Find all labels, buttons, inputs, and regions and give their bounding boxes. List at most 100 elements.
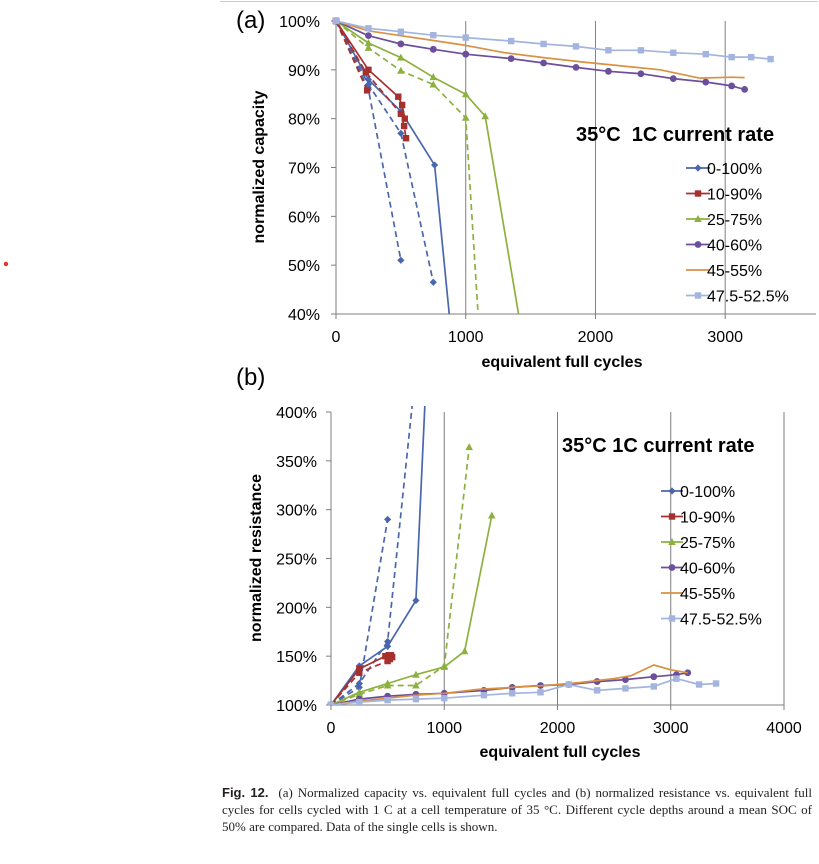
data-point [475, 320, 483, 327]
y-tick-label: 90% [288, 63, 320, 80]
x-tick-label: 0 [327, 720, 336, 737]
data-point [363, 87, 371, 94]
x-tick-label: 1000 [448, 329, 484, 346]
legend-label: 10-90% [680, 510, 735, 527]
data-point [355, 683, 363, 692]
data-point [537, 689, 544, 696]
data-point [402, 135, 410, 142]
data-point [355, 679, 363, 688]
data-point [365, 25, 372, 32]
data-point [461, 90, 470, 98]
data-point [430, 31, 437, 39]
plot-area [327, 399, 720, 705]
data-point [429, 80, 438, 88]
data-point [441, 694, 448, 702]
legend-marker [694, 215, 702, 222]
data-point [712, 680, 720, 687]
data-point [356, 669, 363, 676]
chart-title: 35°C 1C current rate [562, 435, 755, 457]
data-point [695, 681, 703, 688]
caption-text: (a) Normalized capacity vs. equivalent f… [222, 785, 813, 834]
data-point [650, 673, 658, 681]
series-line [330, 519, 389, 705]
legend-entry: 10-90% [686, 187, 762, 204]
data-point [397, 110, 405, 117]
red-dot [3, 261, 9, 267]
legend-label: 40-60% [707, 238, 762, 255]
legend-entry: 40-60% [661, 561, 735, 578]
data-point [669, 75, 677, 83]
legend-entry: 45-55% [661, 586, 735, 603]
legend-marker [694, 190, 702, 197]
plot-area [332, 17, 774, 327]
data-point [440, 661, 449, 669]
x-tick-label: 3000 [653, 720, 689, 737]
legend-entry: 0-100% [686, 161, 762, 178]
chart-title: 35°C 1C current rate [576, 124, 774, 146]
data-point [332, 17, 340, 25]
y-axis-title: normalized resistance [248, 474, 265, 642]
legend-marker [668, 513, 676, 520]
series-line [330, 447, 471, 705]
data-point [702, 78, 710, 86]
data-point [430, 161, 439, 169]
data-point [364, 76, 373, 84]
series-47.5-52.5% [332, 17, 774, 63]
data-point [650, 683, 657, 690]
series-40-60% [327, 669, 692, 705]
data-point [429, 45, 437, 53]
data-point [429, 278, 437, 286]
data-point [507, 55, 515, 63]
data-point [412, 670, 420, 678]
series-25-75% [332, 17, 524, 327]
data-point [637, 70, 645, 78]
data-point [747, 53, 755, 61]
series-line [330, 515, 493, 705]
caption-label: Fig. 12. [222, 785, 269, 800]
x-tick-labels: 0 1000 2000 3000 [332, 329, 744, 346]
data-point [400, 122, 408, 130]
data-point [593, 687, 601, 694]
y-tick-label: 60% [288, 209, 320, 226]
legend-entry: 25-75% [661, 535, 735, 552]
data-point [384, 696, 391, 704]
data-point [516, 320, 524, 327]
legend-label: 10-90% [707, 187, 762, 204]
legend-entry: 10-90% [661, 510, 735, 527]
data-point [356, 698, 363, 705]
data-point [462, 34, 469, 41]
series-45-55% [330, 664, 688, 705]
y-tick-label: 400% [276, 405, 317, 422]
series-line [335, 20, 520, 314]
chart-panel-a: (a) 0 1000 2000 3000 40% 50% 60% 70% 80% 90% 100%… [236, 7, 816, 371]
legend-marker [694, 241, 702, 248]
data-point [509, 690, 516, 697]
legend-label: 47.5-52.5% [707, 289, 789, 306]
grid-lines [443, 412, 785, 705]
data-point [565, 681, 573, 688]
data-point [767, 55, 774, 63]
y-tick-labels: 40% 50% 60% 70% 80% 90% 100% [279, 14, 320, 324]
data-point [462, 50, 470, 58]
data-point [461, 113, 470, 121]
data-point [421, 399, 428, 406]
data-point [488, 511, 496, 519]
data-point [702, 51, 709, 58]
series-47.5-52.5% [327, 675, 720, 705]
legend-marker [694, 164, 702, 172]
series-line [335, 20, 451, 314]
chart-panel-b: (b) 0 1000 2000 3000 4000 100% 150% 200% 250% 30… [236, 364, 802, 761]
y-axis-title: normalized capacity [251, 90, 268, 243]
legend-marker [668, 487, 676, 495]
data-point [388, 653, 396, 661]
data-point [383, 681, 392, 689]
data-point [673, 675, 680, 682]
data-point [540, 59, 547, 67]
legend-label: 40-60% [680, 561, 735, 578]
x-tick-label: 2000 [540, 720, 576, 737]
data-point [622, 685, 629, 692]
y-tick-labels: 100% 150% 200% 250% 300% 350% 400% [276, 405, 317, 715]
series-10-90% [327, 651, 396, 705]
legend-entry: 0-100% [661, 484, 735, 501]
